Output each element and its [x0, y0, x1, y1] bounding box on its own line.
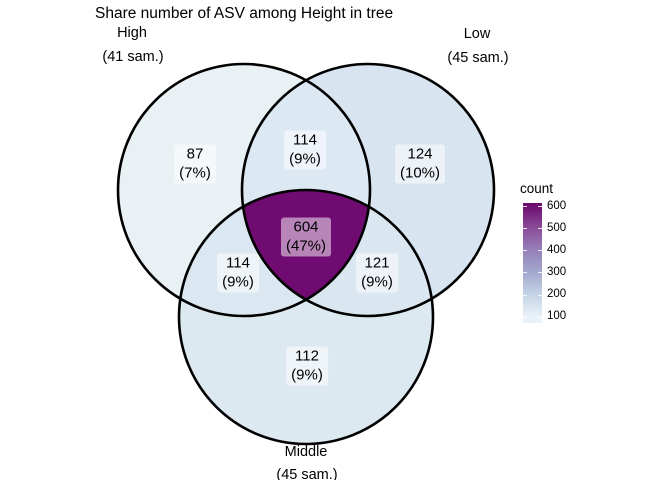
- region-label-middle-only: 112 (9%): [286, 346, 328, 386]
- colorbar-tick: [523, 206, 527, 207]
- set-label-high: High: [117, 25, 147, 41]
- region-percent: (9%): [289, 150, 321, 167]
- region-label-low-middle: 121 (9%): [356, 253, 398, 293]
- colorbar-tick: [538, 295, 542, 296]
- region-label-low-only: 124 (10%): [394, 144, 446, 184]
- circle-outline-middle: [177, 188, 435, 446]
- colorbar-tick: [523, 295, 527, 296]
- region-percent: (47%): [285, 237, 327, 254]
- set-label-high-samples: (41 sam.): [102, 49, 163, 65]
- region-percent: (9%): [361, 273, 393, 290]
- set-label-low-samples: (45 sam.): [447, 50, 508, 66]
- region-label-high-only: 87 (7%): [174, 144, 216, 184]
- region-percent: (9%): [222, 273, 254, 290]
- region-percent: (9%): [291, 366, 323, 383]
- region-percent: (7%): [179, 164, 211, 181]
- circle-outline-low: [240, 62, 496, 318]
- circle-outline-high: [116, 62, 372, 318]
- region-label-center: 604 (47%): [280, 217, 332, 257]
- colorbar-tick: [538, 206, 542, 207]
- colorbar-tick: [523, 317, 527, 318]
- legend-title: count: [520, 181, 554, 196]
- set-label-middle-samples: (45 sam.): [276, 467, 337, 480]
- region-count: 114: [226, 254, 250, 272]
- legend-tick-label-300: 300: [547, 266, 567, 278]
- colorbar-tick: [538, 228, 542, 229]
- region-count: 87: [186, 145, 204, 163]
- region-count: 112: [295, 347, 319, 365]
- region-count: 121: [364, 254, 390, 272]
- legend-colorbar: [523, 203, 542, 323]
- figure-title: Share number of ASV among Height in tree: [95, 5, 394, 22]
- set-label-low: Low: [464, 26, 491, 42]
- colorbar-tick: [523, 250, 527, 251]
- colorbar-tick: [538, 250, 542, 251]
- region-label-high-middle: 114 (9%): [217, 253, 259, 293]
- legend-tick-label-200: 200: [547, 288, 567, 300]
- colorbar-tick: [523, 228, 527, 229]
- region-label-high-low: 114 (9%): [284, 130, 326, 170]
- legend-tick-label-600: 600: [547, 200, 567, 212]
- region-percent: (10%): [399, 164, 441, 181]
- region-count: 114: [293, 131, 317, 149]
- colorbar-tick: [538, 272, 542, 273]
- colorbar-tick: [538, 317, 542, 318]
- legend-tick-label-500: 500: [547, 222, 567, 234]
- legend-tick-label-100: 100: [547, 310, 567, 322]
- region-count: 124: [407, 145, 433, 163]
- colorbar-tick: [523, 272, 527, 273]
- set-label-middle: Middle: [285, 444, 328, 460]
- region-count: 604: [293, 218, 319, 236]
- legend-tick-label-400: 400: [547, 244, 567, 256]
